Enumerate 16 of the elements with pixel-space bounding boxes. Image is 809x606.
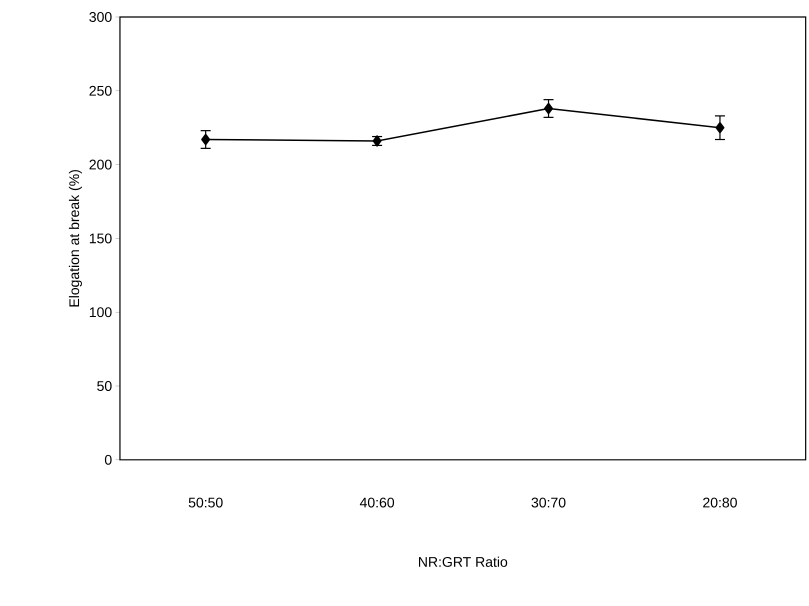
- y-axis-title: Elogation at break (%): [68, 170, 82, 307]
- x-tick-label: 50:50: [188, 498, 223, 508]
- y-tick-label: 150: [90, 234, 112, 244]
- x-tick-label: 20:80: [703, 498, 737, 508]
- y-tick-label: 50: [97, 381, 112, 392]
- point: [544, 102, 554, 114]
- y-tick-label: 200: [90, 160, 112, 170]
- y-tick-label: 300: [89, 12, 112, 22]
- x-tick-label: 30:70: [532, 498, 566, 508]
- x-axis-title: NR:GRT Ratio: [418, 556, 508, 568]
- y-tick-label: 0: [104, 454, 112, 465]
- y-tick-label: 250: [90, 86, 112, 96]
- y-tick-label: 100: [90, 307, 112, 318]
- x-tick-label: 40:60: [360, 498, 394, 508]
- point: [201, 134, 210, 146]
- point: [715, 122, 724, 134]
